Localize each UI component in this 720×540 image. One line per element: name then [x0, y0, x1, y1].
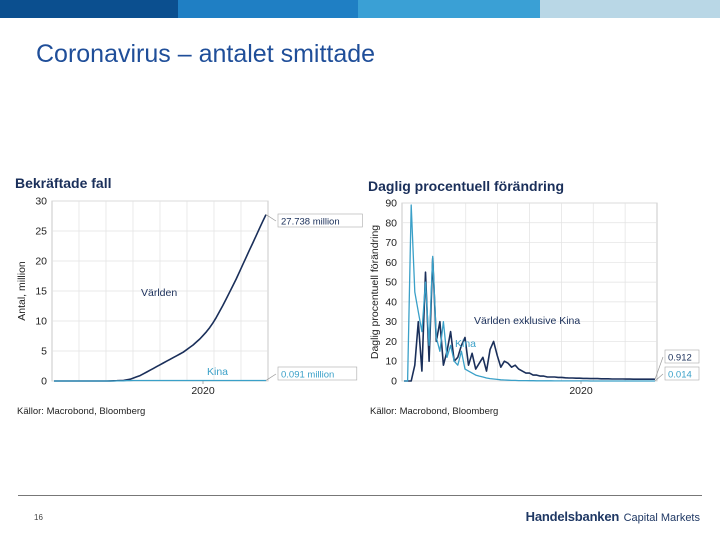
series-label: Kina [207, 366, 228, 378]
value-label-leader [654, 356, 664, 380]
y-tick-label: 0 [391, 376, 397, 388]
top-bar-segment-1 [0, 0, 178, 18]
series-label: Världen exklusive Kina [474, 315, 580, 327]
value-label-leader [654, 373, 664, 382]
y-tick-label: 70 [385, 237, 397, 249]
top-bar-segment-3 [358, 0, 540, 18]
x-tick-label: 2020 [569, 385, 593, 397]
x-tick-label: 2020 [191, 385, 215, 397]
y-tick-label: 10 [35, 316, 47, 328]
value-label: 0.912 [668, 353, 692, 364]
y-tick-label: 20 [35, 256, 47, 268]
value-label-box [664, 366, 700, 381]
series-line-kina [54, 379, 266, 382]
series-label: Kina [455, 338, 476, 350]
series-line-världen-exklusive-kina [404, 257, 655, 382]
value-label-box [277, 366, 358, 381]
chart-title-left: Bekräftade fall [15, 175, 112, 191]
value-label: 27.738 million [281, 217, 340, 228]
y-tick-label: 0 [41, 376, 47, 388]
value-label: 0.091 million [281, 370, 334, 381]
top-color-bar [0, 0, 720, 18]
y-tick-label: 80 [385, 217, 397, 229]
y-tick-label: 40 [385, 296, 397, 308]
y-tick-label: 50 [385, 277, 397, 289]
slide-title: Coronavirus – antalet smittade [36, 40, 376, 68]
top-bar-segment-4 [540, 0, 720, 18]
series-label: Världen [141, 287, 177, 299]
y-tick-label: 25 [35, 226, 47, 238]
y-axis-label: Antal, million [16, 261, 28, 321]
chart-title-right: Daglig procentuell förändring [368, 178, 565, 194]
brand-suffix: Capital Markets [623, 512, 700, 524]
series-line-kina [404, 204, 655, 382]
value-label-box [664, 349, 700, 364]
y-tick-label: 90 [385, 198, 397, 210]
y-tick-label: 20 [385, 336, 397, 348]
y-tick-label: 10 [385, 356, 397, 368]
footer-divider [18, 495, 702, 496]
value-label-leader [265, 214, 277, 222]
y-tick-label: 30 [35, 196, 47, 208]
page-number: 16 [34, 513, 43, 522]
top-bar-segment-2 [178, 0, 358, 18]
y-tick-label: 30 [385, 316, 397, 328]
brand-name: Handelsbanken [525, 509, 620, 524]
y-tick-label: 15 [35, 286, 47, 298]
value-label-box [277, 213, 363, 228]
value-label: 0.014 [668, 370, 692, 381]
brand-logo: Handelsbanken Capital Markets [526, 508, 700, 526]
source-left: Källor: Macrobond, Bloomberg [17, 406, 146, 417]
value-label-leader [265, 373, 277, 381]
source-right: Källor: Macrobond, Bloomberg [370, 406, 499, 417]
y-tick-label: 60 [385, 257, 397, 269]
y-tick-label: 5 [41, 346, 47, 358]
y-axis-label: Daglig procentuell förändring [369, 225, 381, 359]
